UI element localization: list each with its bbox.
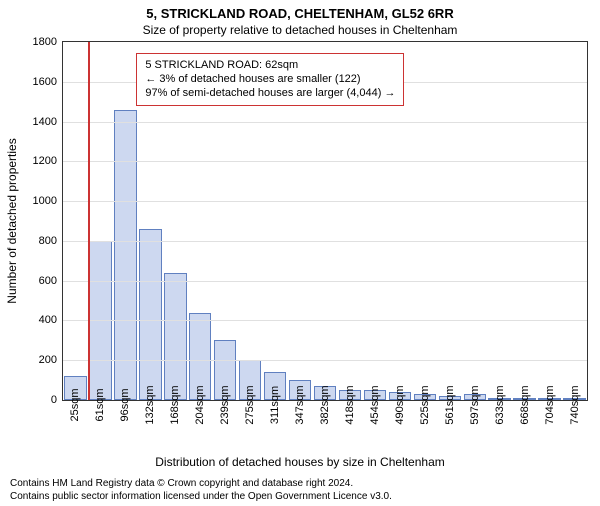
x-tick-label: 96sqm <box>119 388 131 421</box>
x-tick-label: 132sqm <box>144 385 156 424</box>
bar-slot <box>63 42 88 400</box>
x-tick-label: 311sqm <box>269 386 281 424</box>
y-tick-label: 1800 <box>33 36 63 48</box>
x-tick-label: 61sqm <box>94 388 106 421</box>
bar-slot <box>562 42 587 400</box>
y-tick-label: 200 <box>39 354 63 366</box>
x-tick-label: 239sqm <box>219 385 231 424</box>
x-tick-label: 347sqm <box>294 385 306 424</box>
grid-line <box>63 281 587 282</box>
y-tick-label: 1000 <box>33 195 63 207</box>
y-tick-label: 1600 <box>33 76 63 88</box>
grid-line <box>63 320 587 321</box>
bar-slot <box>487 42 512 400</box>
plot-region: 0200400600800100012001400160018005 STRIC… <box>62 41 588 401</box>
bar <box>164 273 186 400</box>
x-tick-label: 204sqm <box>194 385 206 424</box>
annotation-box: 5 STRICKLAND ROAD: 62sqm← 3% of detached… <box>136 53 404 106</box>
bar <box>139 229 161 400</box>
bar <box>114 110 136 400</box>
bar-slot <box>512 42 537 400</box>
y-axis-label: Number of detached properties <box>5 138 19 303</box>
y-tick-label: 1400 <box>33 116 63 128</box>
y-tick-label: 800 <box>39 235 63 247</box>
bar-slot <box>462 42 487 400</box>
footer-attribution: Contains HM Land Registry data © Crown c… <box>10 477 590 503</box>
reference-line <box>88 42 90 400</box>
x-tick-label: 597sqm <box>469 385 481 424</box>
x-tick-label: 382sqm <box>319 385 331 424</box>
x-tick-label: 418sqm <box>344 385 356 424</box>
bar-slot <box>537 42 562 400</box>
grid-line <box>63 201 587 202</box>
grid-line <box>63 360 587 361</box>
chart-area: Number of detached properties 0200400600… <box>62 41 588 401</box>
x-ticks-region: 25sqm61sqm96sqm132sqm168sqm204sqm239sqm2… <box>62 401 588 451</box>
x-tick-label: 168sqm <box>169 385 181 424</box>
x-tick-label: 704sqm <box>544 385 556 424</box>
chart-title-primary: 5, STRICKLAND ROAD, CHELTENHAM, GL52 6RR <box>0 6 600 21</box>
chart-container: 5, STRICKLAND ROAD, CHELTENHAM, GL52 6RR… <box>0 6 600 506</box>
x-tick-label: 525sqm <box>419 385 431 424</box>
x-tick-label: 633sqm <box>494 385 506 424</box>
bar-slot <box>437 42 462 400</box>
y-tick-label: 1200 <box>33 155 63 167</box>
x-tick-label: 740sqm <box>569 385 581 424</box>
footer-line-2: Contains public sector information licen… <box>10 490 590 503</box>
y-tick-label: 400 <box>39 314 63 326</box>
y-tick-label: 600 <box>39 275 63 287</box>
annotation-line: 97% of semi-detached houses are larger (… <box>145 86 395 100</box>
grid-line <box>63 241 587 242</box>
footer-line-1: Contains HM Land Registry data © Crown c… <box>10 477 590 490</box>
annotation-line: 5 STRICKLAND ROAD: 62sqm <box>145 58 395 72</box>
x-tick-label: 25sqm <box>69 388 81 421</box>
chart-title-secondary: Size of property relative to detached ho… <box>0 23 600 37</box>
x-axis-label: Distribution of detached houses by size … <box>0 455 600 469</box>
bar-slot <box>88 42 113 400</box>
grid-line <box>63 122 587 123</box>
bar-slot <box>412 42 437 400</box>
x-tick-label: 454sqm <box>369 385 381 424</box>
annotation-line: ← 3% of detached houses are smaller (122… <box>145 72 395 86</box>
bar-slot <box>113 42 138 400</box>
x-tick-label: 490sqm <box>394 385 406 424</box>
x-tick-label: 668sqm <box>519 385 531 424</box>
x-tick-label: 561sqm <box>444 385 456 424</box>
grid-line <box>63 161 587 162</box>
x-tick-label: 275sqm <box>244 385 256 424</box>
